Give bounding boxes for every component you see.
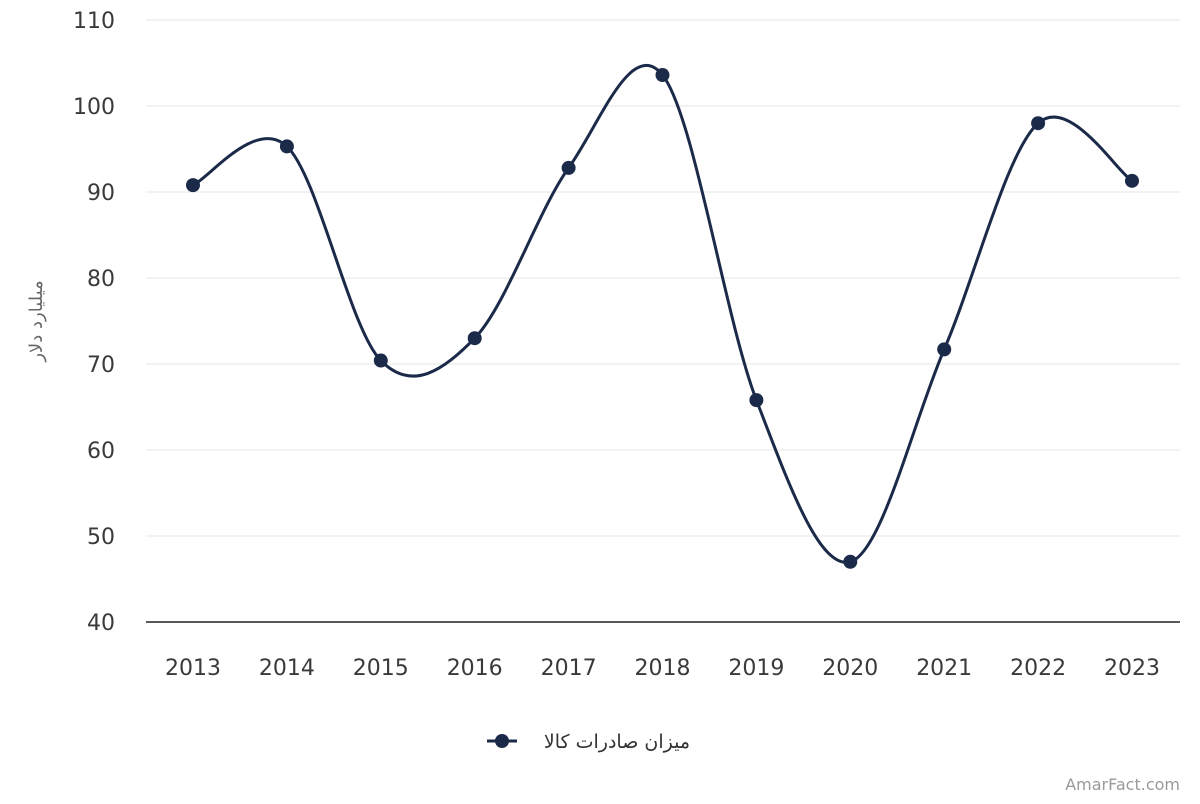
data-point-2014[interactable]: [279, 139, 294, 154]
y-tick-label: 40: [87, 611, 115, 636]
data-point-2019[interactable]: [749, 393, 764, 408]
y-tick-label: 90: [87, 181, 115, 206]
y-tick-label: 110: [73, 9, 115, 34]
x-tick-label: 2013: [165, 656, 221, 681]
data-point-2020[interactable]: [843, 554, 858, 569]
data-point-2023[interactable]: [1125, 173, 1139, 188]
data-point-2015[interactable]: [373, 353, 388, 368]
y-tick-label: 100: [73, 95, 115, 120]
x-tick-label: 2018: [635, 656, 691, 681]
x-axis-ticks: 2013 2014 2015 2016 2017 2018 2019 2020 2021 2022…: [165, 656, 1160, 681]
series-line: [191, 64, 1134, 564]
y-tick-label: 80: [87, 267, 115, 292]
y-axis-label: میلیارد دلار: [26, 280, 47, 362]
x-tick-label: 2016: [447, 656, 503, 681]
grid-lines: [146, 19, 1180, 537]
y-tick-label: 70: [87, 353, 115, 378]
x-tick-label: 2019: [728, 656, 784, 681]
x-tick-label: 2015: [353, 656, 409, 681]
x-tick-label: 2021: [916, 656, 972, 681]
x-tick-label: 2023: [1104, 656, 1160, 681]
series-layer: [186, 64, 1139, 569]
y-tick-label: 60: [87, 439, 115, 464]
legend[interactable]: میزان صادرات کالا: [487, 731, 690, 753]
data-point-2021[interactable]: [937, 342, 952, 357]
data-point-2022[interactable]: [1031, 116, 1046, 131]
data-point-2018[interactable]: [655, 68, 670, 83]
x-tick-label: 2017: [541, 656, 597, 681]
data-point-2017[interactable]: [561, 160, 576, 175]
x-tick-label: 2022: [1010, 656, 1066, 681]
data-point-2016[interactable]: [467, 331, 482, 346]
legend-series-label: میزان صادرات کالا: [544, 731, 690, 753]
x-tick-label: 2020: [822, 656, 878, 681]
legend-series-marker: [495, 734, 509, 748]
y-tick-label: 50: [87, 525, 115, 550]
y-axis-ticks: 40 50 60 70 80 90 100 110: [73, 9, 115, 636]
data-point-2013[interactable]: [186, 178, 200, 193]
x-tick-label: 2014: [259, 656, 315, 681]
watermark-text: AmarFact.com: [1065, 775, 1180, 794]
